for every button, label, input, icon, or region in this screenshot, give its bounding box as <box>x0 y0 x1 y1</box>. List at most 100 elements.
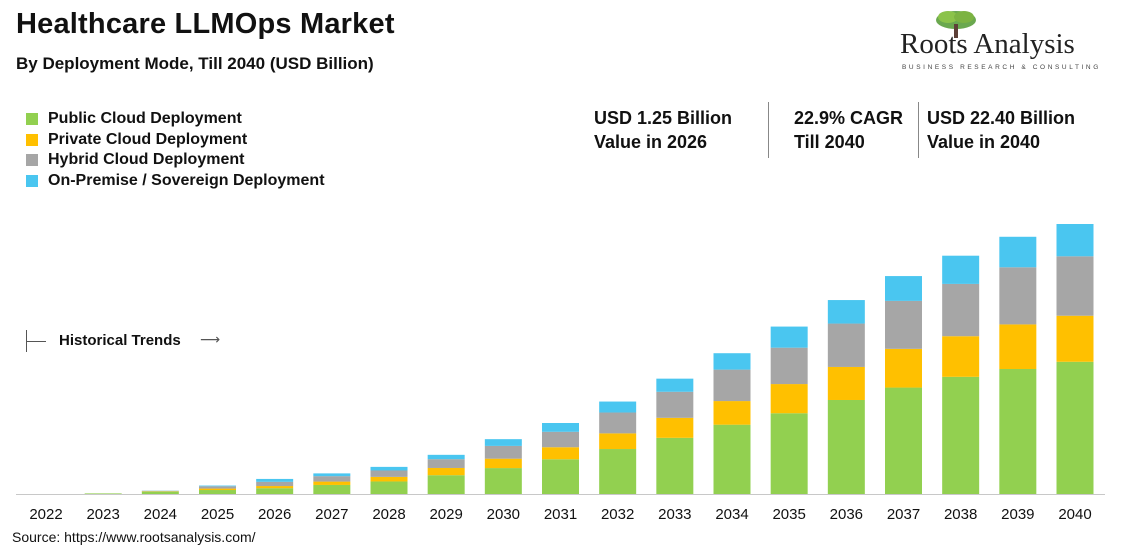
x-tick-label-2039: 2039 <box>1001 506 1034 523</box>
bar-segment-public-cloud-deployment-2037 <box>885 387 922 494</box>
x-tick-label-2038: 2038 <box>944 506 977 523</box>
bar-segment-hybrid-cloud-deployment-2039 <box>999 267 1037 325</box>
bar-segment-on-premise-sovereign-deployment-2027 <box>313 473 351 477</box>
bar-segment-hybrid-cloud-deployment-2040 <box>1056 256 1094 316</box>
tree-icon <box>936 11 976 38</box>
bar-segment-private-cloud-deployment-2029 <box>427 467 465 476</box>
stat-divider <box>768 102 769 158</box>
bar-segment-public-cloud-deployment-2039 <box>999 369 1037 494</box>
historical-trends-tick <box>26 341 46 342</box>
bar-segment-on-premise-sovereign-deployment-2028 <box>370 466 408 471</box>
bar-segment-on-premise-sovereign-deployment-2032 <box>599 401 637 413</box>
x-tick-label-2036: 2036 <box>830 506 863 523</box>
bar-segment-hybrid-cloud-deployment-2036 <box>827 323 865 367</box>
bar-segment-private-cloud-deployment-2033 <box>656 417 694 438</box>
bar-segment-public-cloud-deployment-2027 <box>313 484 351 494</box>
stat-value-2026: USD 1.25 Billion Value in 2026 <box>594 106 732 154</box>
legend-item-public-cloud: Public Cloud Deployment <box>26 109 325 130</box>
historical-trends-annotation: Historical Trends ⟶ <box>22 322 262 356</box>
bar-segment-public-cloud-deployment-2023 <box>84 493 122 494</box>
x-tick-label-2025: 2025 <box>201 506 234 523</box>
bar-segment-hybrid-cloud-deployment-2032 <box>599 412 637 434</box>
legend-label-hybrid-cloud: Hybrid Cloud Deployment <box>48 151 245 169</box>
x-tick-label-2024: 2024 <box>144 506 177 523</box>
bar-segment-on-premise-sovereign-deployment-2037 <box>885 276 922 301</box>
bar-segment-public-cloud-deployment-2035 <box>770 413 808 494</box>
stat-cagr-line2: Till 2040 <box>794 132 865 152</box>
bar-segment-on-premise-sovereign-deployment-2031 <box>542 423 579 432</box>
bar-segment-hybrid-cloud-deployment-2026 <box>256 481 294 487</box>
stat-value-2040-line2: Value in 2040 <box>927 132 1041 152</box>
bar-segment-private-cloud-deployment-2036 <box>827 366 865 400</box>
bar-segment-hybrid-cloud-deployment-2028 <box>370 470 408 477</box>
chart-title: Healthcare LLMOps Market <box>16 8 395 40</box>
stat-value-2026-line2: Value in 2026 <box>594 132 708 152</box>
stat-value-2040-line1: USD 22.40 Billion <box>927 108 1076 128</box>
bar-segment-hybrid-cloud-deployment-2031 <box>542 431 579 448</box>
bar-segment-hybrid-cloud-deployment-2030 <box>484 445 522 459</box>
company-logo: Roots Analysis BUSINESS RESEARCH & CONSU… <box>896 6 1106 74</box>
bar-segment-hybrid-cloud-deployment-2034 <box>713 369 751 402</box>
x-tick-label-2034: 2034 <box>715 506 748 523</box>
legend-item-hybrid-cloud: Hybrid Cloud Deployment <box>26 150 325 171</box>
bar-segment-on-premise-sovereign-deployment-2040 <box>1056 224 1094 257</box>
legend-item-on-premise: On-Premise / Sovereign Deployment <box>26 171 325 192</box>
legend-item-private-cloud: Private Cloud Deployment <box>26 130 325 151</box>
logo-name: Roots Analysis <box>900 28 1075 60</box>
bar-segment-public-cloud-deployment-2030 <box>484 468 522 494</box>
bar-segment-public-cloud-deployment-2024 <box>141 491 179 494</box>
bar-segment-hybrid-cloud-deployment-2037 <box>885 300 922 349</box>
historical-trends-label: Historical Trends <box>59 332 181 349</box>
bar-segment-private-cloud-deployment-2037 <box>885 348 922 388</box>
stat-divider <box>918 102 919 158</box>
x-tick-label-2040: 2040 <box>1058 506 1091 523</box>
chart-subtitle: By Deployment Mode, Till 2040 (USD Billi… <box>16 54 374 73</box>
bar-segment-on-premise-sovereign-deployment-2039 <box>999 236 1037 268</box>
x-tick-label-2032: 2032 <box>601 506 634 523</box>
bar-segment-private-cloud-deployment-2038 <box>942 336 980 377</box>
legend-swatch-hybrid-cloud <box>26 154 38 167</box>
legend-label-on-premise: On-Premise / Sovereign Deployment <box>48 171 325 189</box>
bar-segment-private-cloud-deployment-2026 <box>256 486 294 489</box>
bar-segment-on-premise-sovereign-deployment-2036 <box>827 300 865 324</box>
x-tick-label-2030: 2030 <box>487 506 520 523</box>
legend-swatch-private-cloud <box>26 133 38 146</box>
bar-segment-public-cloud-deployment-2036 <box>827 399 865 494</box>
bar-segment-public-cloud-deployment-2040 <box>1056 361 1094 494</box>
bar-segment-public-cloud-deployment-2029 <box>427 475 465 494</box>
bar-segment-public-cloud-deployment-2038 <box>942 376 980 494</box>
bar-segment-private-cloud-deployment-2040 <box>1056 315 1094 362</box>
legend-label-public-cloud: Public Cloud Deployment <box>48 110 242 128</box>
chart-legend: Public Cloud Deployment Private Cloud De… <box>26 109 325 191</box>
bar-segment-public-cloud-deployment-2028 <box>370 481 408 494</box>
bar-segment-hybrid-cloud-deployment-2038 <box>942 283 980 337</box>
bar-segment-public-cloud-deployment-2034 <box>713 424 751 494</box>
x-tick-label-2026: 2026 <box>258 506 291 523</box>
bar-segment-private-cloud-deployment-2035 <box>770 384 808 414</box>
bar-segment-on-premise-sovereign-deployment-2029 <box>427 454 465 460</box>
x-tick-label-2035: 2035 <box>772 506 805 523</box>
bar-segment-private-cloud-deployment-2032 <box>599 433 637 450</box>
right-arrow-icon: ⟶ <box>200 331 221 347</box>
bar-segment-on-premise-sovereign-deployment-2030 <box>484 439 522 446</box>
x-tick-label-2022: 2022 <box>29 506 62 523</box>
x-tick-label-2033: 2033 <box>658 506 691 523</box>
bar-segment-hybrid-cloud-deployment-2027 <box>313 476 351 482</box>
stat-cagr: 22.9% CAGR Till 2040 <box>794 106 903 154</box>
bar-segment-public-cloud-deployment-2026 <box>256 488 294 494</box>
bar-segment-public-cloud-deployment-2031 <box>542 459 579 494</box>
stat-value-2040: USD 22.40 Billion Value in 2040 <box>927 106 1075 154</box>
bar-segment-private-cloud-deployment-2030 <box>484 458 522 469</box>
bar-segment-public-cloud-deployment-2032 <box>599 449 637 494</box>
source-note: Source: https://www.rootsanalysis.com/ <box>12 529 256 545</box>
bar-segment-hybrid-cloud-deployment-2029 <box>427 459 465 468</box>
x-tick-label-2029: 2029 <box>429 506 462 523</box>
bars-layer <box>84 224 1094 494</box>
x-tick-label-2037: 2037 <box>887 506 920 523</box>
bar-segment-on-premise-sovereign-deployment-2034 <box>713 353 751 370</box>
bar-segment-public-cloud-deployment-2025 <box>199 490 236 494</box>
stat-cagr-line1: 22.9% CAGR <box>794 108 904 128</box>
bar-segment-private-cloud-deployment-2034 <box>713 401 751 425</box>
x-tick-label-2023: 2023 <box>86 506 119 523</box>
bar-segment-private-cloud-deployment-2025 <box>199 488 236 491</box>
